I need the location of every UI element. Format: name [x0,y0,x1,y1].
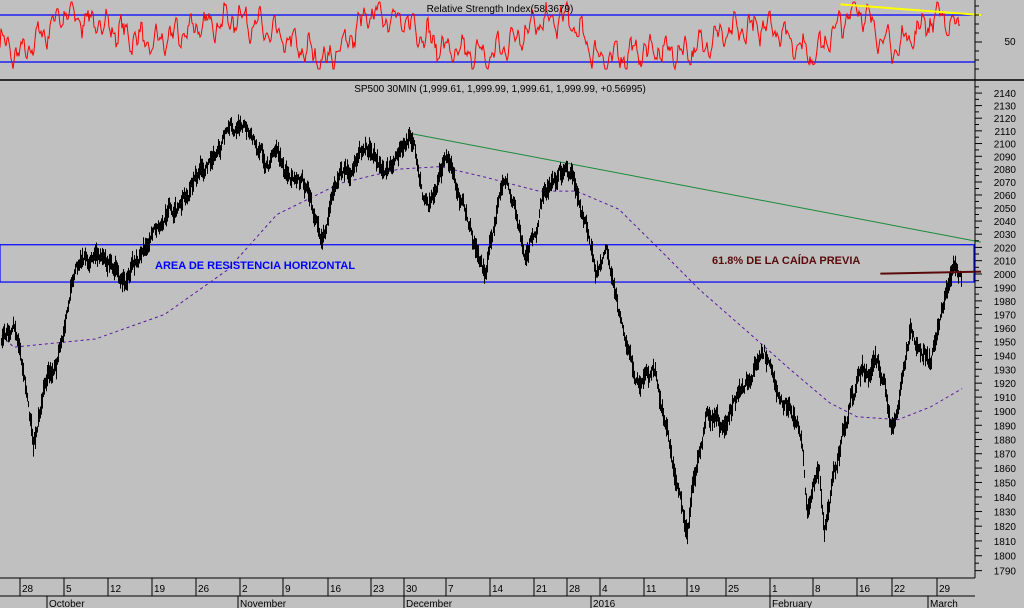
month-label: December [406,599,453,608]
month-label: February [772,599,812,608]
y-tick-label: 1910 [994,393,1017,404]
month-label: October [49,599,85,608]
y-tick-label: 1880 [994,435,1017,446]
date-axis: 28 5 12 19 26 2 9 16 23 30 7 14 21 28 4 11 19 25 1 8 16 22 29O… [0,577,975,608]
y-tick-label: 2110 [994,127,1016,138]
fibonacci-label: 61.8% DE LA CAÍDA PREVIA [712,254,860,267]
rsi-trendline [840,3,982,16]
y-tick-label: 2070 [994,178,1017,189]
y-tick-label: 1930 [994,365,1017,376]
fibonacci-level-line [880,270,982,275]
y-tick-label: 1890 [994,421,1017,432]
y-tick-label: 2140 [994,89,1017,100]
price-panel [0,114,982,545]
y-tick-label: 2020 [994,243,1017,254]
x-tick-label: 28 [22,584,34,595]
x-tick-label: 25 [728,584,740,595]
y-tick-label: 2080 [994,165,1017,176]
y-tick-label: 1940 [994,351,1017,362]
y-tick-label: 1960 [994,324,1017,335]
x-tick-label: 22 [894,584,906,595]
descending-trendline [409,132,982,243]
rsi-axis-label-50: 50 [1004,37,1016,48]
y-tick-label: 2050 [994,204,1017,215]
x-tick-label: 19 [154,584,166,595]
x-tick-label: 26 [198,584,210,595]
y-tick-label: 1920 [994,379,1017,390]
x-tick-label: 30 [406,584,418,595]
rsi-panel [0,0,982,71]
x-tick-label: 23 [373,584,385,595]
y-tick-label: 1990 [994,283,1017,294]
y-tick-label: 1870 [994,450,1017,461]
y-tick-label: 1810 [994,537,1017,548]
x-tick-label: 19 [689,584,701,595]
month-label: March [930,599,958,608]
y-tick-label: 1900 [994,407,1017,418]
x-tick-label: 29 [939,584,951,595]
y-tick-label: 1790 [994,567,1017,578]
rsi-title: Relative Strength Index(58.3679) [427,4,574,15]
y-tick-label: 2130 [994,102,1017,113]
y-tick-label: 1830 [994,508,1017,519]
x-tick-label: 12 [110,584,122,595]
x-tick-label: 28 [569,584,581,595]
month-label: November [240,599,287,608]
x-tick-label: 16 [859,584,871,595]
y-tick-label: 1980 [994,297,1017,308]
y-tick-label: 1800 [994,552,1017,563]
x-tick-label: 8 [815,584,821,595]
price-title: SP500 30MIN (1,999.61, 1,999.99, 1,999.6… [354,84,646,95]
y-tick-label: 1820 [994,522,1017,533]
x-tick-label: 2 [242,584,248,595]
y-tick-label: 2120 [994,114,1017,125]
y-tick-label: 2060 [994,191,1017,202]
resistance-area-label: AREA DE RESISTENCIA HORIZONTAL [155,260,355,272]
rsi-line [0,0,961,71]
x-tick-label: 5 [66,584,72,595]
x-tick-label: 11 [646,584,657,595]
y-tick-label: 1860 [994,464,1017,475]
y-tick-label: 1950 [994,338,1017,349]
y-tick-label: 2040 [994,217,1017,228]
x-tick-label: 4 [602,584,608,595]
y-tick-label: 1840 [994,493,1017,504]
x-tick-label: 14 [492,584,504,595]
x-tick-label: 7 [448,584,454,595]
y-tick-label: 2010 [994,257,1017,268]
y-tick-label: 1970 [994,310,1017,321]
x-tick-label: 21 [536,584,548,595]
y-tick-label: 1850 [994,478,1017,489]
moving-average-line [0,166,963,421]
resistance-zone-box [0,244,975,283]
axis-background [0,578,975,608]
x-tick-label: 9 [285,584,291,595]
x-tick-label: 16 [330,584,342,595]
y-tick-label: 2090 [994,152,1017,163]
y-tick-label: 2100 [994,140,1017,151]
y-tick-label: 2030 [994,230,1017,241]
month-label: 2016 [593,599,616,608]
x-tick-label: 1 [772,584,778,595]
y-tick-label: 2000 [994,270,1017,281]
